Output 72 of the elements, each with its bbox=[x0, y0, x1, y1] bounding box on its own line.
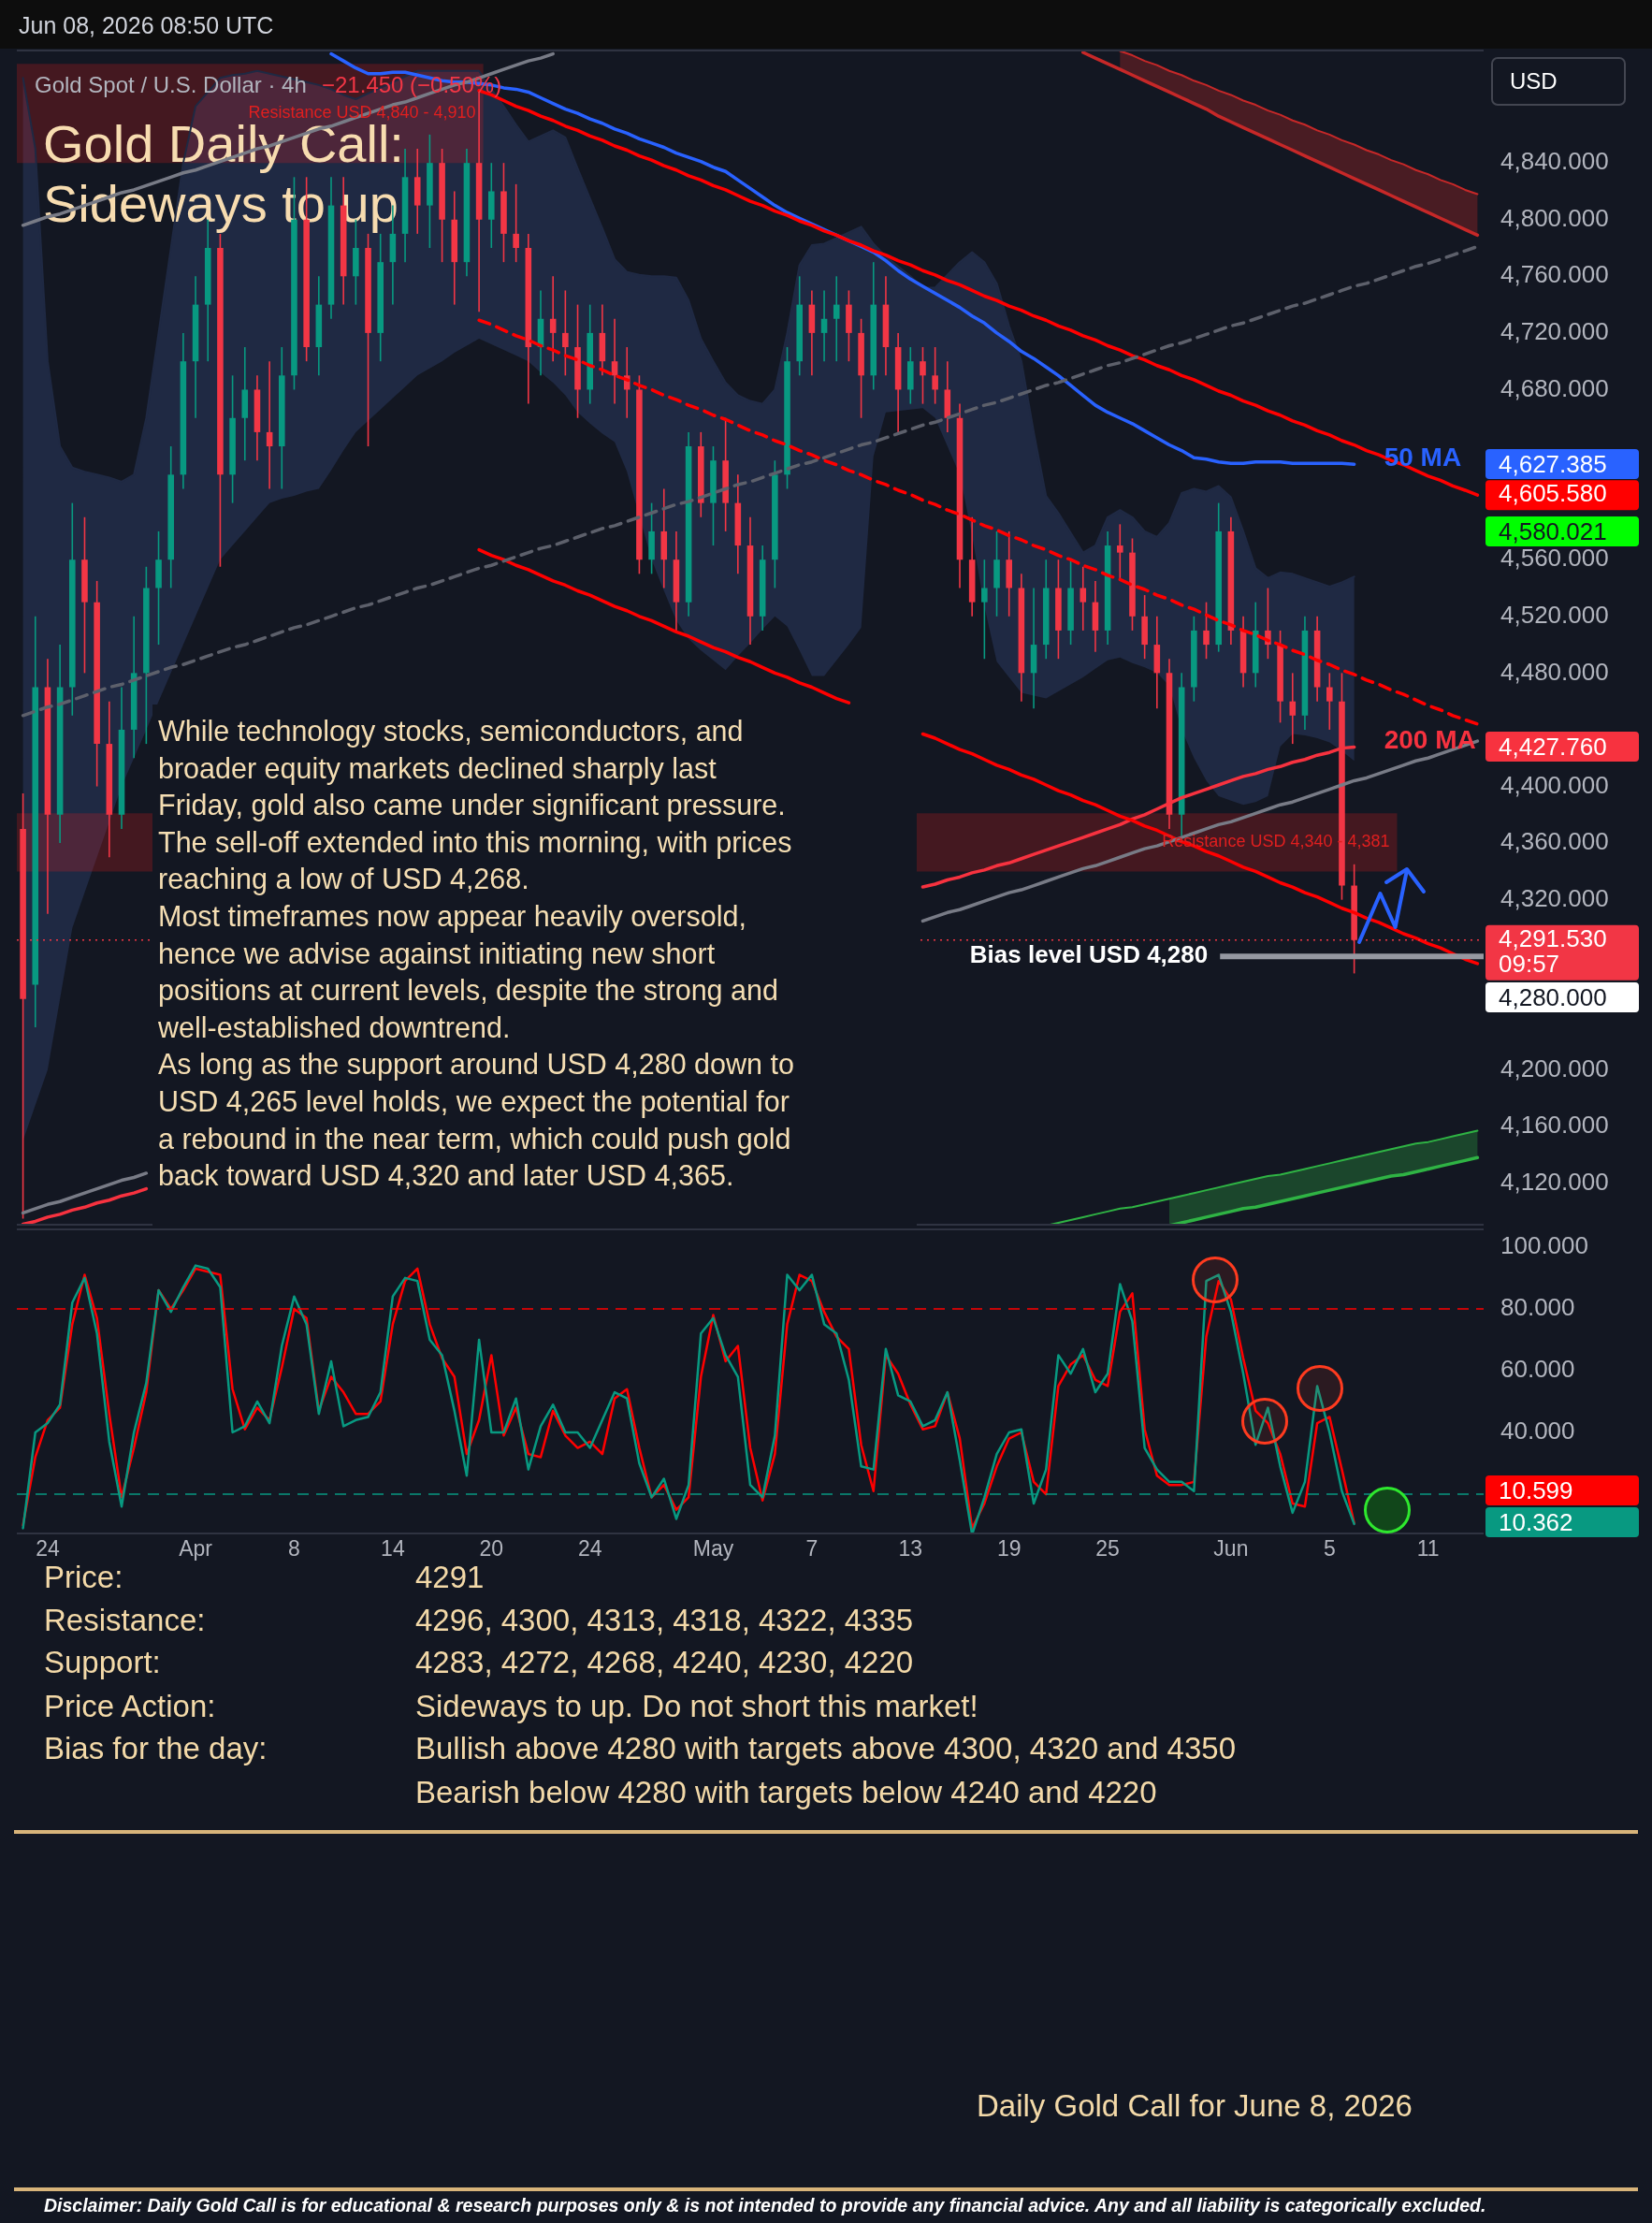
candlestick bbox=[266, 360, 273, 490]
y-tick-label: 4,520.000 bbox=[1500, 600, 1609, 629]
y-tick-label: 4,840.000 bbox=[1500, 147, 1609, 176]
candlestick bbox=[920, 346, 926, 405]
candlestick bbox=[562, 289, 569, 377]
y-tick-label: 4,120.000 bbox=[1500, 1167, 1609, 1196]
text: 4,280.000 bbox=[1485, 982, 1639, 1012]
x-tick-label: Apr bbox=[179, 1536, 213, 1562]
ref-line-label: 4,291.530 09:57 bbox=[1499, 923, 1607, 978]
x-tick-label: 5 bbox=[1323, 1536, 1336, 1562]
text: Sideways to up. Do not short this market! bbox=[415, 1689, 978, 1723]
text: Bullish above 4280 with targets above 4300, 4320 and 4350 bbox=[415, 1731, 1236, 1765]
text: Jun 08, 2026 08:50 UTC bbox=[19, 11, 274, 39]
data-label: 4,605.580 bbox=[1499, 479, 1607, 508]
text: 10.599 bbox=[1485, 1475, 1639, 1505]
x-tick-label: 20 bbox=[479, 1536, 504, 1562]
candlestick bbox=[1326, 672, 1333, 731]
text: Daily Gold Call for June 8, 2026 bbox=[977, 2088, 1413, 2123]
candlestick bbox=[1203, 601, 1210, 661]
y-tick-label: 60.000 bbox=[1500, 1355, 1575, 1384]
y-tick-label: 80.000 bbox=[1500, 1293, 1575, 1322]
x-tick-label: 7 bbox=[805, 1536, 819, 1562]
text: 4,427.760 bbox=[1485, 732, 1639, 762]
x-tick-label: 25 bbox=[1095, 1536, 1120, 1562]
x-tick-label: 11 bbox=[1416, 1536, 1440, 1562]
series-label: 200 MA bbox=[1384, 725, 1476, 755]
candlestick bbox=[932, 346, 938, 405]
x-tick-label: May bbox=[692, 1536, 734, 1562]
y-tick-label: 4,720.000 bbox=[1500, 317, 1609, 346]
text: 4,627.385 bbox=[1485, 449, 1639, 479]
y-tick-label: 100.000 bbox=[1500, 1230, 1588, 1259]
candlestick bbox=[1289, 672, 1297, 745]
x-tick-label: Jun bbox=[1213, 1536, 1249, 1562]
candlestick bbox=[981, 559, 988, 661]
text: Gold Spot / U.S. Dollar · 4h bbox=[35, 71, 307, 99]
x-tick-label: 24 bbox=[577, 1536, 602, 1562]
y-tick-label: 4,800.000 bbox=[1500, 203, 1609, 232]
y-tick-label: 4,760.000 bbox=[1500, 260, 1609, 289]
text: Price: bbox=[44, 1560, 123, 1594]
text: USD bbox=[1491, 57, 1626, 106]
candlestick bbox=[820, 289, 828, 362]
x-tick-label: 19 bbox=[996, 1536, 1022, 1562]
y-tick-label: 4,320.000 bbox=[1500, 883, 1609, 912]
ref-line-label: Bias level USD 4,280 bbox=[969, 940, 1209, 969]
candlestick bbox=[549, 275, 557, 362]
text: Disclaimer: Daily Gold Call is for educational & research purposes only & is not intended to provide any financial advice. Any and all liability is categorically excluded. bbox=[44, 2194, 1486, 2216]
y-tick-label: 4,680.000 bbox=[1500, 373, 1609, 402]
y-tick-label: 4,480.000 bbox=[1500, 657, 1609, 686]
text: Bias for the day: bbox=[44, 1731, 268, 1765]
y-tick-label: 4,360.000 bbox=[1500, 827, 1609, 856]
y-tick-label: 4,160.000 bbox=[1500, 1111, 1609, 1140]
text: 4283, 4272, 4268, 4240, 4230, 4220 bbox=[415, 1645, 914, 1679]
candlestick bbox=[513, 183, 519, 263]
candlestick bbox=[1080, 565, 1087, 632]
text: 4291 bbox=[415, 1560, 485, 1594]
text: 4,580.021 bbox=[1485, 516, 1639, 546]
text: Bearish below 4280 with targets below 4240 and 4220 bbox=[415, 1775, 1157, 1809]
text: 10.362 bbox=[1485, 1507, 1639, 1537]
y-tick-label: 40.000 bbox=[1500, 1417, 1575, 1446]
y-tick-label: 4,400.000 bbox=[1500, 770, 1609, 799]
text: 4296, 4300, 4313, 4318, 4322, 4335 bbox=[415, 1603, 914, 1637]
text: Support: bbox=[44, 1645, 161, 1679]
x-tick-label: 8 bbox=[288, 1536, 300, 1562]
x-tick-label: 24 bbox=[36, 1536, 60, 1562]
candlestick bbox=[833, 275, 840, 362]
y-tick-label: 4,200.000 bbox=[1500, 1053, 1609, 1082]
y-tick-label: 4,560.000 bbox=[1500, 544, 1609, 573]
text: Price Action: bbox=[44, 1689, 216, 1723]
text: While technology stocks, semiconductors, and broader equity markets declined sharply last Friday, gold also came under significant pressure. The sell-off extended into this morning, with prices reaching a low of USD 4,268. Most timeframes now appear heavily oversold, hence we advise against initiating new short positions at current levels, despite the strong and well-established downtrend. As long as the support around USD 4,280 down to USD 4,265 level holds, we expect the potential for a rebound in the near term, which could push gold back toward USD 4,320 and later USD 4,365. bbox=[158, 715, 794, 1192]
x-tick-label: 13 bbox=[898, 1536, 923, 1562]
text: Resistance: bbox=[44, 1603, 206, 1637]
x-tick-label: 14 bbox=[381, 1536, 405, 1562]
